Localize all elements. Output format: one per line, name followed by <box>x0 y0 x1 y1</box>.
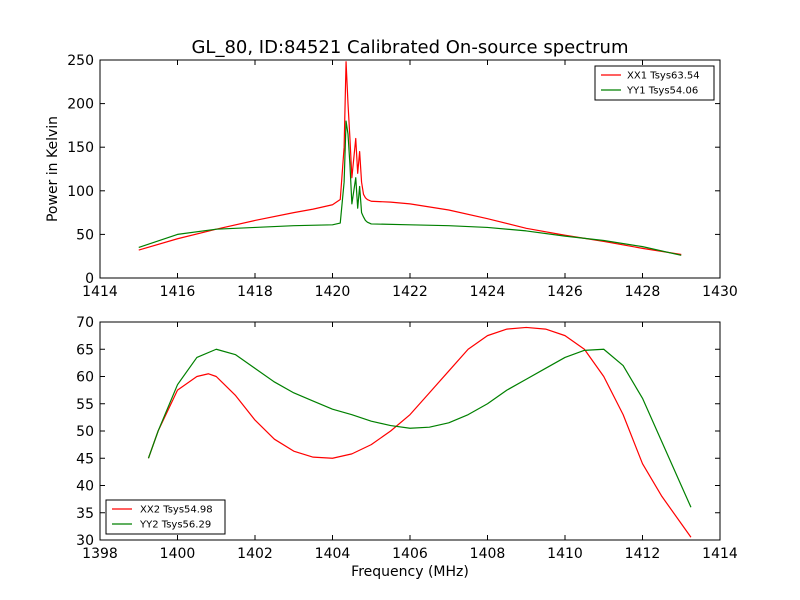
bottom-plot-frame <box>99 321 721 541</box>
top-y-tick-label: 200 <box>67 97 94 113</box>
top-x-tick-label: 1430 <box>702 284 738 300</box>
top-series-line-1 <box>138 61 682 256</box>
bottom-y-tick-label: 45 <box>76 451 94 467</box>
top-y-tick-label: 50 <box>76 227 94 243</box>
bottom-y-tick-label: 50 <box>76 424 94 440</box>
bottom-x-tick-label: 1402 <box>237 546 273 562</box>
x-axis-label: Frequency (MHz) <box>351 564 469 580</box>
top-series-group <box>138 61 682 256</box>
top-x-tick-label: 1428 <box>625 284 661 300</box>
top-legend-box <box>594 65 715 101</box>
bottom-series-line-1 <box>147 326 692 538</box>
bottom-x-tick-label: 1408 <box>470 546 506 562</box>
bottom-x-tick-label: 1400 <box>160 546 196 562</box>
top-legend[interactable]: XX1 Tsys63.54 YY1 Tsys54.06 <box>594 65 715 101</box>
bottom-x-tick-label: 1414 <box>702 546 738 562</box>
top-plot-frame <box>99 59 721 279</box>
legend-xx1-label: XX1 Tsys63.54 <box>627 71 700 82</box>
bottom-x-tick-label: 1404 <box>315 546 351 562</box>
top-x-tick-label: 1426 <box>547 284 583 300</box>
top-x-tick-label: 1420 <box>315 284 351 300</box>
chart-title: GL_80, ID:84521 Calibrated On-source spe… <box>191 37 628 58</box>
top-y-tick-label: 100 <box>67 184 94 200</box>
bottom-y-tick-label: 70 <box>76 315 94 331</box>
bottom-y-tick-label: 60 <box>76 370 94 386</box>
top-tick-group: 1414 1416 1418 1420 1422 1424 1426 1428 1430 0 50 1… <box>67 53 738 300</box>
legend-yy2-label: YY2 Tsys56.29 <box>139 520 211 531</box>
bottom-legend-box <box>105 499 226 535</box>
top-x-tick-label: 1424 <box>470 284 506 300</box>
bottom-x-tick-label: 1398 <box>82 546 118 562</box>
bottom-spectrum-panel: Frequency (MHz) 1398 1400 1402 1404 1406 1408… <box>76 315 738 580</box>
bottom-legend[interactable]: XX2 Tsys54.98 YY2 Tsys56.29 <box>105 499 226 535</box>
top-x-tick-label: 1416 <box>160 284 196 300</box>
top-y-tick-label: 150 <box>67 140 94 156</box>
bottom-x-tick-label: 1410 <box>547 546 583 562</box>
top-x-tick-label: 1422 <box>392 284 428 300</box>
bottom-y-tick-label: 30 <box>76 533 94 549</box>
top-x-tick-label: 1418 <box>237 284 273 300</box>
bottom-y-tick-label: 35 <box>76 506 94 522</box>
top-x-tick-label: 1414 <box>82 284 118 300</box>
y-axis-label: Power in Kelvin <box>45 116 61 222</box>
bottom-x-tick-label: 1412 <box>625 546 661 562</box>
legend-xx2-label: XX2 Tsys54.98 <box>140 505 213 516</box>
top-series-line-2 <box>138 120 682 256</box>
top-y-tick-label: 0 <box>85 271 94 287</box>
bottom-series-line-2 <box>147 348 692 508</box>
bottom-y-tick-label: 55 <box>76 397 94 413</box>
bottom-series-group <box>147 326 692 538</box>
bottom-y-tick-label: 65 <box>76 342 94 358</box>
bottom-y-tick-label: 40 <box>76 479 94 495</box>
top-y-tick-label: 250 <box>67 53 94 69</box>
top-spectrum-panel: GL_80, ID:84521 Calibrated On-source spe… <box>45 37 738 300</box>
bottom-x-tick-label: 1406 <box>392 546 428 562</box>
legend-yy1-label: YY1 Tsys54.06 <box>626 86 698 97</box>
